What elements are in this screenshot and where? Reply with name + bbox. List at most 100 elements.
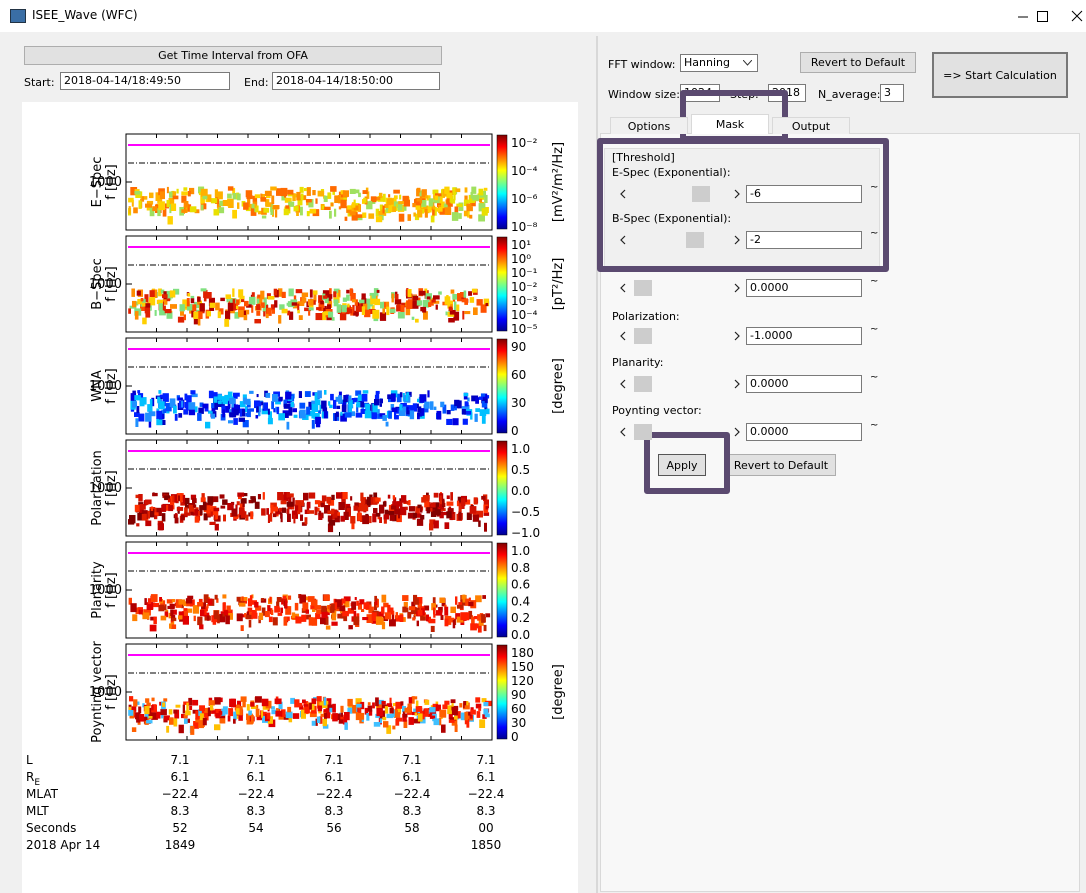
- spectrogram-pixel: [211, 710, 216, 714]
- spectrogram-pixel: [429, 619, 436, 624]
- spectrogram-pixel: [465, 402, 469, 406]
- spectrogram-pixel: [440, 402, 444, 408]
- fft-select[interactable]: Hanning: [680, 54, 758, 72]
- scroll-thumb[interactable]: [634, 424, 652, 440]
- scroll-left[interactable]: [620, 427, 626, 437]
- scrollbar[interactable]: [614, 376, 740, 392]
- spectrogram-pixel: [388, 194, 390, 197]
- spectrogram-pixel: [184, 314, 186, 320]
- scroll-right[interactable]: [734, 189, 740, 199]
- spectrogram-pixel: [280, 608, 283, 614]
- revert-button[interactable]: Revert to Default: [800, 52, 916, 73]
- tab[interactable]: Mask: [691, 114, 769, 134]
- scroll-left[interactable]: [620, 189, 626, 199]
- start-input[interactable]: 2018-04-14/18:49:50: [60, 72, 230, 90]
- mask-value-input[interactable]: -6: [746, 185, 862, 203]
- spectrogram-pixel: [474, 616, 478, 619]
- tab[interactable]: Options: [610, 117, 688, 134]
- scroll-thumb[interactable]: [634, 376, 652, 392]
- spectrogram-pixel: [419, 394, 426, 403]
- spectrogram-pixel: [394, 195, 398, 199]
- spectrogram-pixel: [310, 289, 313, 297]
- spectrogram-pixel: [307, 510, 314, 514]
- mask-row-label: B-Spec (Exponential):: [612, 212, 731, 225]
- spectrogram-pixel: [410, 410, 414, 419]
- spectrogram-pixel: [201, 288, 207, 291]
- spectrogram-pixel: [334, 209, 336, 217]
- spectrogram-pixel: [346, 295, 350, 301]
- scroll-right[interactable]: [734, 283, 740, 293]
- maximize[interactable]: [1038, 12, 1048, 22]
- mask-value-input[interactable]: -1.0000: [746, 327, 862, 345]
- spectrogram-pixel: [175, 518, 179, 524]
- spectrogram-pixel: [304, 188, 307, 191]
- spectrogram-pixel: [294, 415, 298, 418]
- spectrogram-pixel: [215, 595, 218, 600]
- spectrogram-pixel: [350, 516, 355, 524]
- end-input[interactable]: 2018-04-14/18:50:00: [272, 72, 440, 90]
- scroll-thumb[interactable]: [686, 232, 704, 248]
- colorbar-tick-label: 0.4: [511, 594, 530, 608]
- scrollbar[interactable]: [614, 232, 740, 248]
- spectrogram-pixel: [165, 309, 172, 313]
- spectrogram-pixel: [142, 303, 146, 307]
- spectrogram-pixel: [444, 607, 448, 616]
- window-controls[interactable]: [1000, 0, 1086, 32]
- spectrogram-pixel: [150, 290, 155, 297]
- mask-value-input[interactable]: 0.0000: [746, 423, 862, 441]
- spectrogram-pixel: [329, 288, 332, 294]
- start-calc-button[interactable]: => Start Calculation: [932, 52, 1068, 98]
- scroll-right[interactable]: [734, 379, 740, 389]
- close[interactable]: [1072, 11, 1082, 21]
- orbit-value: 6.1: [476, 770, 495, 784]
- spectrogram-pixel: [232, 288, 234, 297]
- scroll-thumb[interactable]: [692, 186, 710, 202]
- mask-value-input[interactable]: 0.0000: [746, 279, 862, 297]
- ofa-button[interactable]: Get Time Interval from OFA: [24, 46, 442, 65]
- scroll-right[interactable]: [734, 331, 740, 341]
- spectrogram-pixel: [329, 211, 332, 219]
- spectrogram-pixel: [318, 191, 325, 197]
- colorbar-tick-label: 30: [511, 396, 526, 410]
- spectrogram-pixel: [464, 291, 467, 298]
- spectrogram-pixel: [445, 522, 450, 529]
- spectrogram-pixel: [480, 409, 487, 416]
- scrollbar[interactable]: [614, 328, 740, 344]
- tab[interactable]: Output: [772, 117, 850, 134]
- spectrogram-pixel: [284, 617, 288, 626]
- scroll-thumb[interactable]: [634, 280, 652, 296]
- spectrogram-pixel: [392, 615, 394, 621]
- spectrogram-pixel: [161, 616, 167, 621]
- spectrogram-pixel: [298, 703, 303, 707]
- mask-value-input[interactable]: -2: [746, 231, 862, 249]
- scrollbar[interactable]: [614, 280, 740, 296]
- scrollbar[interactable]: [614, 186, 740, 202]
- spectrogram-pixel: [139, 715, 141, 720]
- mask-revert-button[interactable]: Revert to Default: [726, 454, 836, 476]
- spectrogram-pixel: [223, 706, 228, 714]
- spectrogram-pixel: [475, 697, 480, 702]
- spectrogram-pixel: [451, 699, 456, 703]
- scroll-right[interactable]: [734, 235, 740, 245]
- spectrogram-pixel: [309, 703, 312, 710]
- colorbar-tick-label: −0.5: [511, 505, 540, 519]
- scroll-left[interactable]: [620, 331, 626, 341]
- spectrogram-pixel: [388, 411, 392, 419]
- scrollbar[interactable]: [614, 424, 740, 440]
- spectrogram-pixel: [274, 289, 277, 296]
- spectrogram-pixel: [301, 615, 306, 622]
- scroll-left[interactable]: [620, 235, 626, 245]
- scroll-thumb[interactable]: [634, 328, 652, 344]
- spectrogram-pixel: [355, 597, 357, 600]
- panel-label: Poynting vector: [90, 640, 105, 742]
- spectrogram-pixel: [277, 407, 279, 414]
- n-average-input[interactable]: 3: [880, 84, 904, 102]
- range-sep: ~: [870, 228, 878, 239]
- mask-value-input[interactable]: 0.0000: [746, 375, 862, 393]
- spectrogram-pixel: [152, 206, 157, 211]
- scroll-left[interactable]: [620, 283, 626, 293]
- scroll-right[interactable]: [734, 427, 740, 437]
- spectrogram-pixel: [327, 192, 331, 199]
- spectrogram-pixel: [170, 398, 176, 407]
- scroll-left[interactable]: [620, 379, 626, 389]
